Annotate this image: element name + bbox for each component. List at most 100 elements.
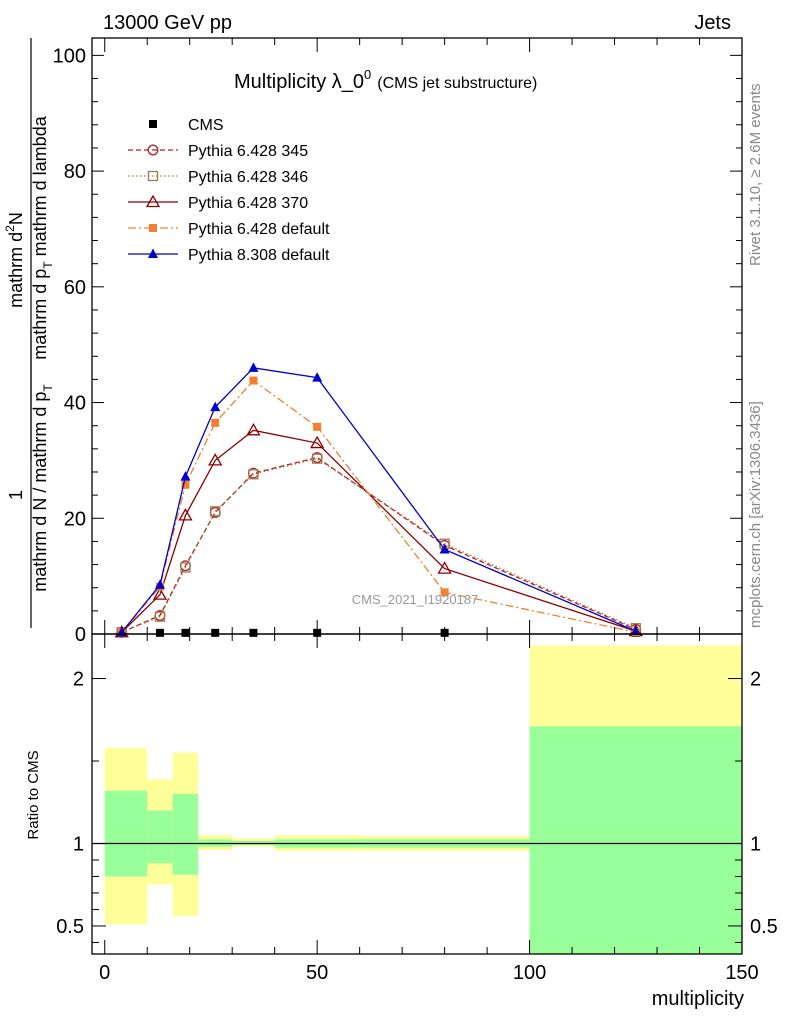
x-axis-label: multiplicity	[652, 988, 744, 1010]
legend-label-1: Pythia 6.428 345	[188, 143, 308, 160]
main-ytick-label: 40	[64, 393, 86, 415]
legend-entry-0: CMS	[149, 117, 224, 134]
ylabel-num-text: mathrm d	[6, 232, 26, 308]
legend-marker-0	[149, 120, 157, 128]
ylabel-pre-den-sub: T	[41, 384, 55, 392]
data-point-5-1	[154, 579, 165, 589]
ratio-xtick-label: 0	[99, 962, 110, 984]
data-point-5-3	[210, 401, 221, 412]
data-point-3-3	[208, 453, 223, 466]
legend-entry-4: Pythia 6.428 default	[128, 221, 330, 238]
legend-label-2: Pythia 6.428 346	[188, 169, 308, 186]
mcplots-label: mcplots.cern.ch [arXiv:1306.3436]	[747, 401, 764, 628]
series-1	[116, 452, 642, 638]
ratio-band-inner-0	[104, 790, 148, 877]
ratio-ytick-label-right: 2	[750, 669, 761, 691]
data-point-0-3	[211, 628, 220, 637]
legend-label-5: Pythia 8.308 default	[188, 247, 330, 264]
ratio-xtick-label: 150	[725, 962, 758, 984]
data-point-2-3	[210, 506, 221, 517]
ylabel-den-tail: mathrm d lambda	[30, 115, 50, 261]
legend-label-0: CMS	[188, 117, 224, 134]
main-ytick-label: 0	[75, 624, 86, 646]
legend-marker-2	[147, 170, 159, 182]
legend-entry-2: Pythia 6.428 346	[128, 169, 308, 186]
legend-label-3: Pythia 6.428 370	[188, 195, 308, 212]
data-point-5-6	[439, 544, 450, 554]
data-point-0-4	[249, 628, 258, 637]
series-2	[116, 453, 641, 638]
analysis-watermark: CMS_2021_I1920187	[352, 592, 479, 607]
rivet-label: Rivet 3.1.10, ≥ 2.6M events	[747, 84, 764, 267]
series-line-4	[121, 379, 636, 633]
data-point-4-5	[313, 422, 322, 431]
chart-title-main: Multiplicity λ_0	[234, 71, 364, 93]
chart-title-sup: 0	[364, 67, 371, 82]
ratio-band-inner-2	[172, 794, 199, 875]
data-point-4-2	[181, 480, 190, 489]
energy-label: 13000 GeV pp	[103, 12, 232, 34]
legend-entry-3: Pythia 6.428 370	[128, 194, 308, 212]
ratio-frame	[91, 633, 743, 955]
data-point-2-5	[312, 453, 323, 464]
ylabel-num-tail: N	[6, 212, 26, 225]
ratio-ytick-label: 1	[73, 833, 84, 855]
ratio-xtick-label: 50	[306, 962, 328, 984]
ratio-ytick-label: 2	[73, 669, 84, 691]
category-label: Jets	[694, 12, 731, 34]
ylabel-prefactor-num: 1	[6, 490, 26, 500]
ratio-ytick-label: 0.5	[56, 916, 84, 938]
main-ytick-label: 20	[64, 508, 86, 530]
data-point-2-1	[154, 611, 166, 622]
ratio-ylabel: Ratio to CMS	[25, 750, 42, 839]
data-point-3-5	[310, 435, 325, 449]
chart-subtitle: (CMS jet substructure)	[377, 75, 537, 92]
ratio-band-inner-7	[529, 726, 742, 954]
ratio-ytick-label-right: 1	[750, 833, 761, 855]
data-point-0-1	[155, 628, 164, 637]
ylabel-den-sub: T	[41, 261, 55, 269]
ylabel-den-text: mathrm d p	[30, 269, 50, 360]
main-ytick-label: 100	[53, 45, 86, 67]
ylabel-num-sup: 2	[3, 225, 17, 232]
data-point-4-3	[211, 418, 220, 427]
ratio-xtick-label: 100	[513, 962, 546, 984]
ratio-ytick-label-right: 0.5	[750, 916, 778, 938]
legend-marker-3	[145, 194, 161, 208]
data-point-3-1	[152, 587, 168, 600]
data-point-5-2	[180, 471, 191, 481]
main-ytick-label: 60	[64, 277, 86, 299]
ylabel-numerator: mathrm d2N	[3, 212, 26, 308]
data-point-4-4	[249, 376, 258, 385]
ylabel-prefactor-den: mathrm d N / mathrm d pT	[30, 384, 55, 592]
data-point-5-4	[248, 362, 259, 372]
legend-entry-5: Pythia 8.308 default	[128, 247, 330, 264]
legend: CMS Pythia 6.428 345 Pythia 6.428 346 Pythi…	[128, 117, 330, 264]
legend-marker-1	[147, 144, 159, 156]
data-point-5-7	[630, 625, 641, 636]
data-point-3-2	[178, 508, 193, 521]
series-0	[117, 628, 640, 637]
ratio-bands	[92, 645, 742, 954]
ylabel-denominator: mathrm d pT mathrm d lambda	[30, 115, 55, 359]
ylabel-pre-den-text: mathrm d N / mathrm d p	[30, 392, 50, 592]
legend-label-4: Pythia 6.428 default	[188, 221, 330, 238]
series-line-3	[121, 429, 636, 633]
legend-marker-5	[148, 248, 158, 258]
axes: 0 20 40 60 80 100 0 50 100 150 0.5 0.5 1 1 2 2	[53, 37, 778, 984]
data-point-0-2	[181, 628, 190, 637]
data-point-3-6	[437, 561, 452, 574]
main-ylabel: mathrm d2N mathrm d pT mathrm d lambda 1…	[3, 38, 55, 628]
data-point-2-4	[248, 469, 259, 480]
main-ytick-label: 80	[64, 161, 86, 183]
series-line-5	[121, 367, 637, 633]
legend-entry-1: Pythia 6.428 345	[128, 143, 308, 160]
chart-title: Multiplicity λ_00 (CMS jet substructure)	[234, 67, 537, 93]
data-point-4-6	[440, 588, 449, 597]
data-point-5-5	[312, 372, 323, 382]
data-point-2-2	[180, 562, 191, 573]
data-point-3-4	[246, 423, 261, 436]
legend-marker-4	[149, 224, 157, 232]
series-line-1	[121, 456, 637, 633]
